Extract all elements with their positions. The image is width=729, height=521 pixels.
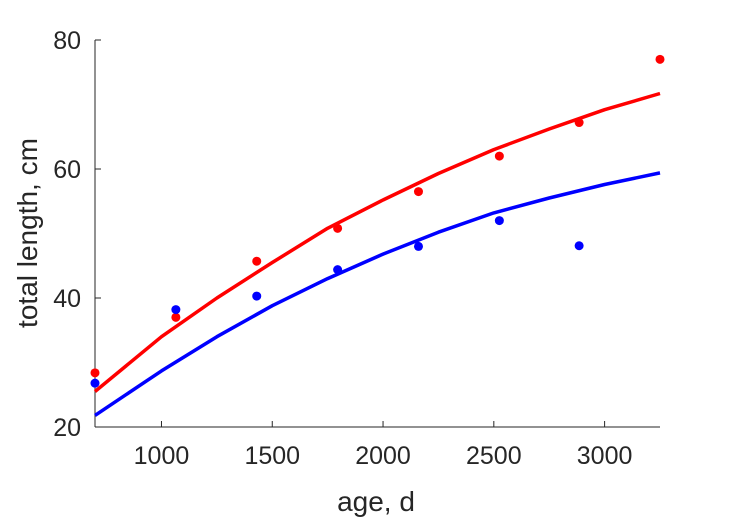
- y-tick-label: 60: [53, 156, 81, 184]
- x-tick-label: 1500: [244, 442, 300, 470]
- fit-line-3: [94, 171, 661, 417]
- x-tick-label: 2000: [355, 442, 411, 470]
- data-point-0: [171, 312, 181, 322]
- fit-lines: [93, 91, 661, 417]
- data-point-1: [494, 216, 504, 226]
- y-tick-label: 40: [53, 285, 81, 313]
- data-point-0: [574, 118, 584, 128]
- data-point-0: [494, 151, 504, 161]
- y-axis-label: total length, cm: [12, 138, 43, 328]
- data-point-1: [413, 241, 423, 251]
- data-point-0: [413, 187, 423, 197]
- data-point-0: [333, 223, 343, 233]
- x-tick-label: 2500: [466, 442, 522, 470]
- data-point-0: [90, 368, 100, 378]
- data-points: [90, 54, 665, 388]
- data-point-1: [90, 378, 100, 388]
- y-tick-label: 80: [53, 27, 81, 55]
- x-tick-label: 3000: [577, 442, 633, 470]
- data-point-1: [171, 305, 181, 315]
- axes: [94, 39, 660, 428]
- data-point-0: [655, 54, 665, 64]
- data-point-1: [252, 291, 262, 301]
- tick-labels: 1000 1500 2000 2500 3000 20 40 60 80: [53, 27, 632, 470]
- fit-line-2: [93, 91, 661, 393]
- data-point-1: [574, 241, 584, 251]
- data-point-0: [252, 256, 262, 266]
- y-tick-label: 20: [53, 414, 81, 442]
- x-axis-label: age, d: [337, 486, 415, 517]
- data-point-1: [333, 265, 343, 275]
- x-tick-label: 1000: [134, 442, 190, 470]
